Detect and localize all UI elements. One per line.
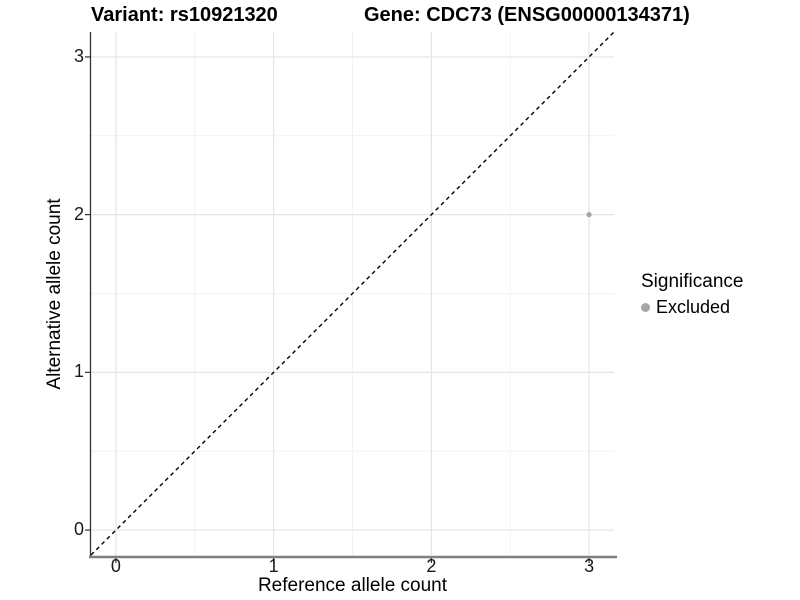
excluded-point-icon: [641, 303, 650, 312]
x-tick-label: 2: [426, 556, 437, 576]
x-tick-label: 1: [268, 556, 279, 576]
legend-item-label: Excluded: [656, 297, 731, 317]
y-tick-label: 2: [73, 203, 84, 224]
legend: Significance Excluded: [641, 271, 743, 318]
variant-title: Variant: rs10921320: [91, 4, 278, 26]
gene-title: Gene: CDC73 (ENSG00000134371): [364, 4, 690, 26]
y-axis-label: Alternative allele count: [44, 198, 65, 390]
y-tick-label: 1: [73, 361, 84, 382]
x-tick-label: 0: [110, 556, 121, 576]
y-tick-label: 0: [73, 519, 84, 540]
x-axis-label: Reference allele count: [257, 575, 448, 596]
x-tick-label: 3: [584, 556, 595, 576]
data-point: [586, 212, 592, 218]
identity-line: [90, 31, 615, 556]
legend-item-excluded: Excluded: [641, 297, 743, 318]
y-tick-label: 3: [73, 45, 84, 66]
legend-title: Significance: [641, 271, 744, 292]
